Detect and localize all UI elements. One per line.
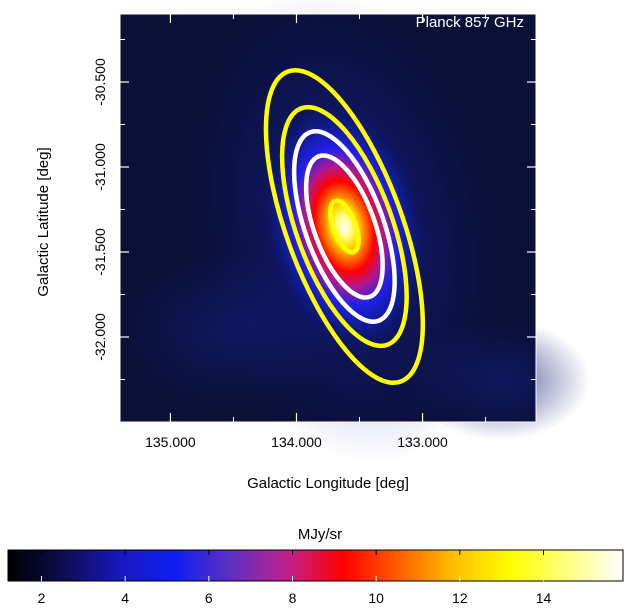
contour-ellipse [291, 129, 397, 324]
contour-ellipse [263, 68, 426, 385]
x-axis-title: Galactic Longitude [deg] [247, 475, 409, 492]
source-core [261, 100, 428, 353]
x-tick-label: 134.000 [271, 434, 322, 450]
y-tick-label: -31.500 [92, 228, 108, 276]
colorbar-tick-label: 4 [121, 590, 129, 606]
map-panel: 135.000 134.000 133.000 -30.500 -31.000 -31.… [92, 0, 590, 464]
x-tick-label: 135.000 [145, 434, 196, 450]
colorbar-ticks: 2 4 6 8 10 12 14 [38, 550, 552, 606]
colorbar-tick-label: 12 [452, 590, 468, 606]
colorbar-label: MJy/sr [298, 526, 342, 543]
colorbar-tick-label: 2 [38, 590, 46, 606]
colorbar-tick-label: 10 [368, 590, 384, 606]
contour-ellipse [303, 153, 385, 300]
map-frame [119, 13, 537, 423]
map-label: Planck 857 GHz [416, 14, 524, 31]
colorbar-tick-label: 14 [536, 590, 552, 606]
colorbar-bar [7, 549, 624, 582]
y-axis-title: Galactic Latitude [deg] [35, 147, 52, 296]
colorbar: MJy/sr 2 4 6 8 10 12 14 [7, 526, 624, 606]
contour-ellipse [327, 198, 361, 255]
y-tick-label: -30.500 [92, 58, 108, 106]
colorbar-tick-label: 8 [289, 590, 297, 606]
y-tick-label: -32.000 [92, 313, 108, 361]
y-ticks: -30.500 -31.000 -31.500 -32.000 [92, 39, 536, 380]
contour-ellipse [279, 104, 409, 349]
contour-group [263, 68, 426, 385]
x-ticks: 135.000 134.000 133.000 [145, 14, 487, 450]
x-tick-label: 133.000 [397, 434, 448, 450]
colorbar-tick-label: 6 [205, 590, 213, 606]
y-tick-label: -31.000 [92, 143, 108, 191]
